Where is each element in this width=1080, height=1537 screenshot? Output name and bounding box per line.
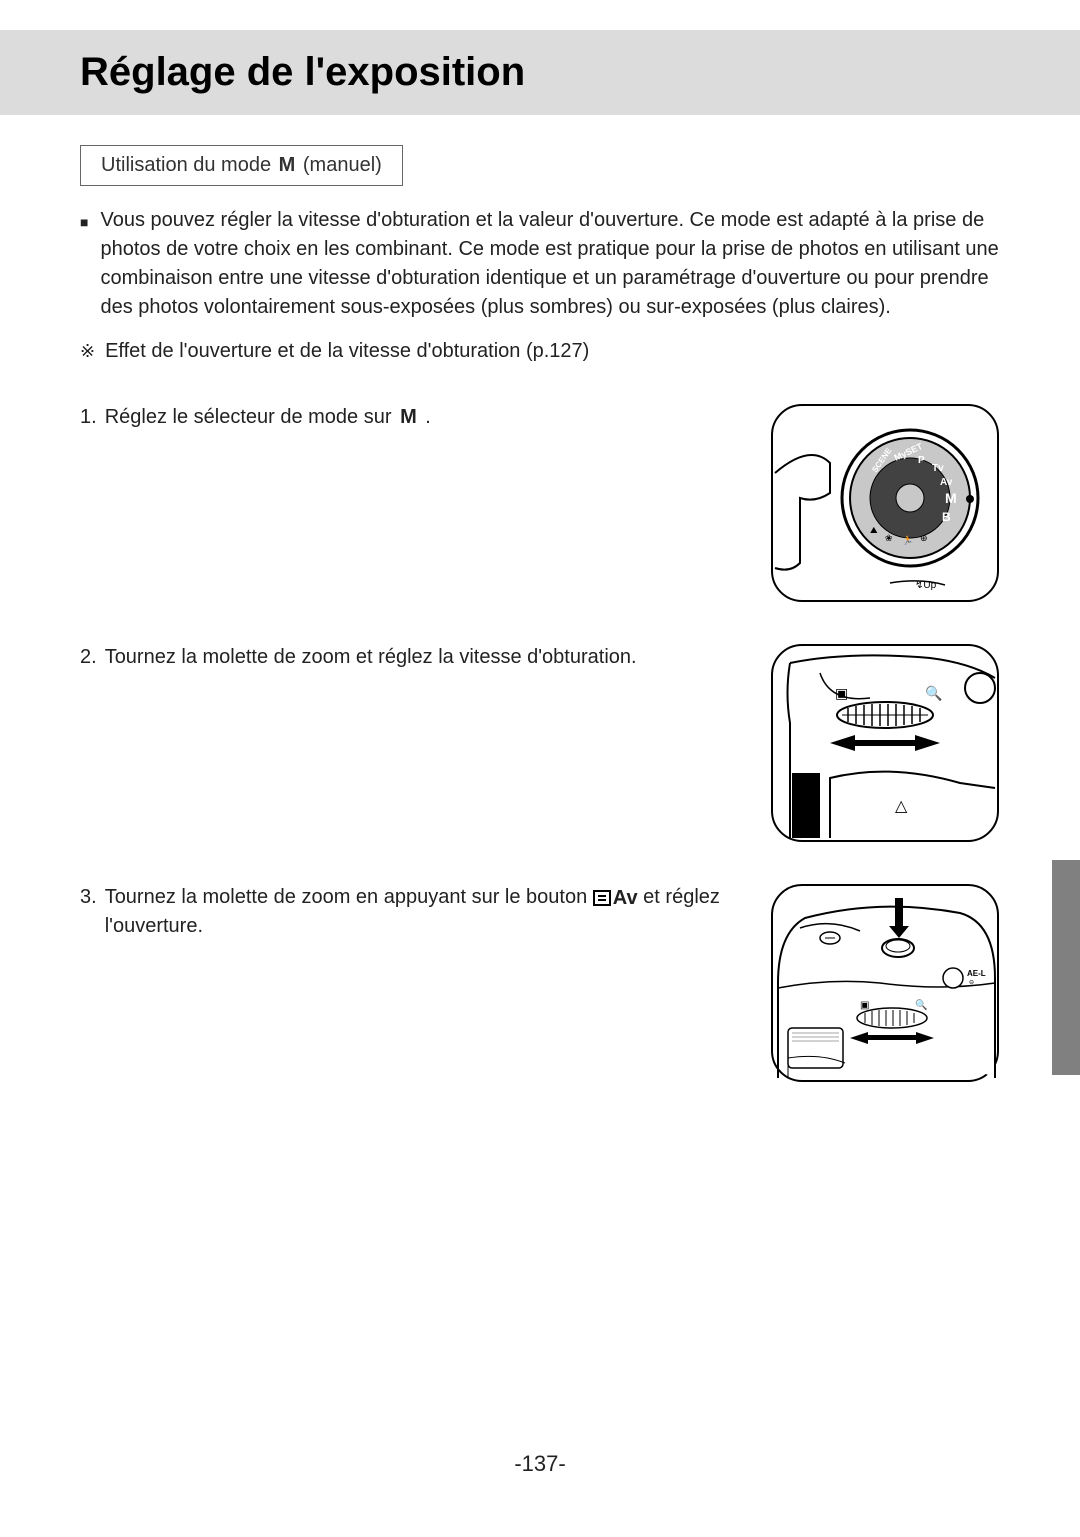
page-number: -137-	[0, 1451, 1080, 1477]
mode-m-icon: M	[400, 406, 417, 428]
svg-text:Tv: Tv	[932, 463, 944, 474]
side-tab	[1052, 860, 1080, 1075]
svg-text:B: B	[942, 510, 951, 524]
exposure-comp-icon	[593, 890, 611, 906]
svg-text:🏃: 🏃	[902, 534, 913, 545]
ref-text: Effet de l'ouverture et de la vitesse d'…	[105, 340, 589, 363]
svg-text:⊖: ⊖	[969, 980, 974, 986]
step-1-num: 1.	[80, 403, 97, 431]
step-2: 2. Tournez la molette de zoom et réglez …	[80, 643, 1000, 883]
intro-text: Vous pouvez régler la vitesse d'obturati…	[100, 206, 1000, 322]
svg-text:M: M	[945, 490, 957, 506]
svg-text:Av: Av	[940, 477, 953, 488]
step-2-num: 2.	[80, 643, 97, 671]
av-label: Av	[613, 884, 638, 912]
av-button-icon: Av	[593, 884, 638, 912]
subtitle-pre: Utilisation du mode	[101, 154, 277, 176]
subtitle-box: Utilisation du mode M (manuel)	[80, 145, 403, 186]
svg-text:❀: ❀	[885, 533, 893, 543]
step-1-body: Réglez le sélecteur de mode sur M .	[105, 403, 750, 431]
illustration-mode-dial: M B Av Tv P MySET SCENE ⛰ ❀ 🏃 ⊕	[770, 403, 1000, 603]
intro-paragraph: ■ Vous pouvez régler la vitesse d'obtura…	[80, 206, 1000, 322]
svg-text:△: △	[895, 798, 908, 815]
illustration-top-view: AE-L ⊖ ▣ 🔍	[770, 883, 1000, 1083]
steps-list: 1. Réglez le sélecteur de mode sur M .	[80, 403, 1000, 1123]
step-2-body: Tournez la molette de zoom et réglez la …	[105, 643, 750, 671]
page-title: Réglage de l'exposition	[80, 50, 1080, 95]
mode-m-icon: M	[279, 154, 296, 176]
step-3-body: Tournez la molette de zoom en appuyant s…	[105, 883, 750, 940]
step-1-post: .	[425, 406, 431, 428]
step-3-num: 3.	[80, 883, 97, 940]
svg-text:▣: ▣	[835, 685, 848, 701]
content-area: ■ Vous pouvez régler la vitesse d'obtura…	[0, 206, 1080, 1123]
svg-text:⊕: ⊕	[920, 533, 928, 543]
step-3-text: 3. Tournez la molette de zoom en appuyan…	[80, 883, 750, 940]
step-2-text: 2. Tournez la molette de zoom et réglez …	[80, 643, 750, 671]
step-1-text: 1. Réglez le sélecteur de mode sur M .	[80, 403, 750, 431]
ref-mark: ※	[80, 340, 95, 363]
step-1-pre: Réglez le sélecteur de mode sur	[105, 406, 397, 428]
step-3-pre: Tournez la molette de zoom en appuyant s…	[105, 886, 593, 908]
subtitle-post: (manuel)	[303, 154, 382, 176]
cross-reference: ※ Effet de l'ouverture et de la vitesse …	[80, 340, 1000, 363]
intro-bullet: ■	[80, 212, 88, 232]
svg-text:⛰: ⛰	[870, 525, 878, 535]
title-bar: Réglage de l'exposition	[0, 30, 1080, 115]
svg-text:▣: ▣	[860, 1000, 869, 1011]
svg-text:AE-L: AE-L	[967, 969, 986, 978]
illustration-zoom-wheel: ▣ 🔍	[770, 643, 1000, 843]
svg-text:🔍: 🔍	[915, 998, 927, 1011]
svg-text:🔍: 🔍	[925, 684, 942, 702]
svg-text:P: P	[918, 455, 925, 466]
step-1: 1. Réglez le sélecteur de mode sur M .	[80, 403, 1000, 643]
step-2-pre: Tournez la molette de zoom et réglez la …	[105, 646, 637, 668]
step-3: 3. Tournez la molette de zoom en appuyan…	[80, 883, 1000, 1123]
